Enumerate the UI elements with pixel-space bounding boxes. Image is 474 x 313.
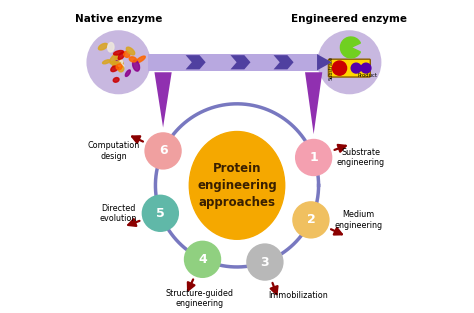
Ellipse shape xyxy=(126,47,135,55)
Polygon shape xyxy=(305,72,322,134)
Polygon shape xyxy=(186,55,206,69)
Text: 4: 4 xyxy=(198,253,207,266)
Text: 6: 6 xyxy=(159,144,167,157)
Ellipse shape xyxy=(114,50,124,55)
Ellipse shape xyxy=(118,52,125,59)
Text: Directed
evolution: Directed evolution xyxy=(100,203,137,223)
Polygon shape xyxy=(273,55,293,69)
Circle shape xyxy=(143,195,178,231)
Ellipse shape xyxy=(110,54,118,63)
Circle shape xyxy=(247,244,283,280)
FancyBboxPatch shape xyxy=(148,54,320,71)
Circle shape xyxy=(332,61,346,75)
Ellipse shape xyxy=(118,60,122,66)
Ellipse shape xyxy=(136,56,146,63)
Ellipse shape xyxy=(118,66,124,72)
Ellipse shape xyxy=(113,78,119,82)
Ellipse shape xyxy=(99,44,108,50)
Ellipse shape xyxy=(102,60,110,64)
Polygon shape xyxy=(317,54,332,70)
Ellipse shape xyxy=(116,64,122,70)
Ellipse shape xyxy=(114,61,118,68)
Polygon shape xyxy=(155,72,172,127)
Text: 2: 2 xyxy=(307,213,315,226)
Ellipse shape xyxy=(129,57,137,62)
Ellipse shape xyxy=(189,131,285,239)
Text: Protein
engineering
approaches: Protein engineering approaches xyxy=(197,162,277,209)
Ellipse shape xyxy=(115,57,123,66)
Ellipse shape xyxy=(111,65,118,72)
Circle shape xyxy=(296,140,331,175)
Text: Medium
engineering: Medium engineering xyxy=(334,210,382,229)
Circle shape xyxy=(293,202,329,238)
Text: Engineered enzyme: Engineered enzyme xyxy=(292,14,407,24)
Circle shape xyxy=(319,32,380,93)
Ellipse shape xyxy=(112,61,118,68)
Text: 3: 3 xyxy=(261,255,269,269)
Ellipse shape xyxy=(124,51,130,57)
Text: Structure-guided
engineering: Structure-guided engineering xyxy=(165,289,234,308)
Ellipse shape xyxy=(115,64,124,69)
FancyBboxPatch shape xyxy=(356,65,366,71)
Text: Substrate: Substrate xyxy=(328,56,334,80)
Text: Immobilization: Immobilization xyxy=(268,291,328,300)
Circle shape xyxy=(88,32,149,93)
Text: Substrate
engineering: Substrate engineering xyxy=(337,148,385,167)
Wedge shape xyxy=(340,37,360,58)
Text: 1: 1 xyxy=(309,151,318,164)
Circle shape xyxy=(351,63,361,73)
FancyBboxPatch shape xyxy=(328,59,370,77)
Text: Computation
design: Computation design xyxy=(88,141,140,161)
Ellipse shape xyxy=(133,60,139,71)
Text: Product: Product xyxy=(357,73,377,78)
Circle shape xyxy=(185,241,220,277)
Circle shape xyxy=(361,63,371,73)
Ellipse shape xyxy=(108,43,114,52)
Ellipse shape xyxy=(110,61,120,65)
Text: Native enzyme: Native enzyme xyxy=(75,14,162,24)
Text: 5: 5 xyxy=(156,207,165,220)
Polygon shape xyxy=(230,55,250,69)
Circle shape xyxy=(145,133,181,169)
Ellipse shape xyxy=(125,70,130,76)
